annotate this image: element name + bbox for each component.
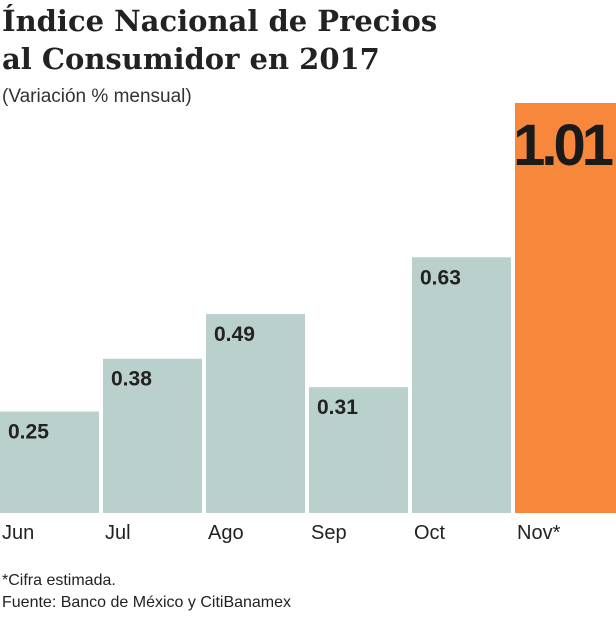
value-label: 0.63 <box>420 266 461 289</box>
x-tick-label: Jul <box>105 522 131 544</box>
x-tick-label: Ago <box>208 522 244 544</box>
x-tick-label: Nov* <box>517 522 561 544</box>
value-label: 0.25 <box>8 421 49 444</box>
bar <box>206 314 305 513</box>
value-label: 0.49 <box>214 323 255 346</box>
bar <box>515 103 616 513</box>
x-tick-label: Oct <box>414 522 446 544</box>
value-label: 1.01 <box>513 113 613 178</box>
x-tick-label: Jun <box>2 522 34 544</box>
bar <box>103 358 202 513</box>
x-tick-label: Sep <box>311 522 347 544</box>
value-label: 0.31 <box>317 396 358 419</box>
source: Fuente: Banco de México y CitiBanamex <box>2 594 292 611</box>
chart-subtitle: (Variación % mensual) <box>2 86 192 107</box>
bar <box>309 387 408 513</box>
chart-title: Índice Nacional de Precios al Consumidor… <box>2 4 438 76</box>
bar <box>412 257 511 513</box>
value-label: 0.38 <box>111 368 152 391</box>
chart: 0.25 Jun 0.38 Jul 0.49 Ago 0.31 Sep 0.63 Oct 1.01 N… <box>0 103 616 544</box>
footnote: *Cifra estimada. <box>2 572 116 589</box>
bar <box>0 411 99 513</box>
